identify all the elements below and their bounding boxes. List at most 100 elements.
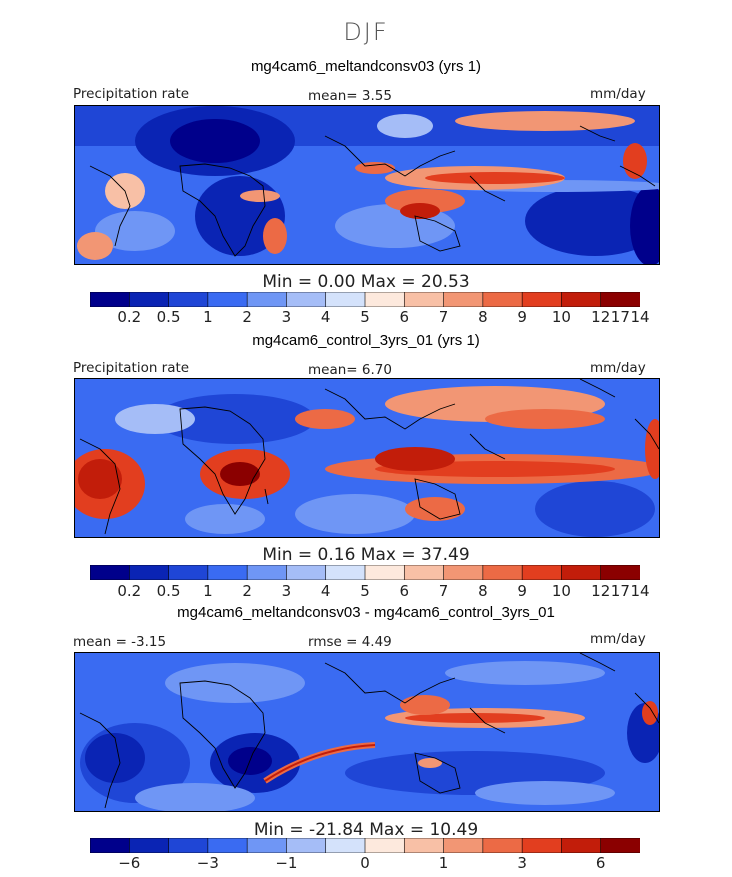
colorbar-2-swatch — [561, 565, 602, 580]
colorbar-3-swatch — [286, 838, 327, 853]
colorbar-2-swatch — [521, 565, 563, 580]
colorbar-1-swatches — [90, 292, 640, 307]
panel2-min-max: Min = 0.16 Max = 37.49 — [262, 545, 470, 565]
colorbar-2-swatch — [443, 565, 484, 580]
colorbar-2 — [90, 565, 640, 580]
colorbar-1-swatch — [403, 292, 445, 307]
colorbar-3-swatch — [521, 838, 563, 853]
panel3-rmse-label: rmse = 4.49 — [308, 634, 392, 650]
panel3-min-max: Min = -21.84 Max = 10.49 — [253, 820, 479, 840]
colorbar-2-tick-label: 14 — [630, 582, 650, 600]
colorbar-1-tick-label: 8 — [478, 308, 488, 326]
colorbar-2-tick-label: 1 — [203, 582, 213, 600]
colorbar-3-tick-label: −6 — [118, 854, 141, 872]
colorbar-1-tick-label: 0.2 — [117, 308, 142, 326]
colorbar-1-swatch — [561, 292, 602, 307]
colorbar-3-swatches — [90, 838, 640, 853]
colorbar-1-tick-label: 1 — [203, 308, 213, 326]
colorbar-3-swatch — [90, 838, 131, 853]
colorbar-2-tick-label: 17 — [610, 582, 630, 600]
colorbar-2-swatch — [364, 565, 406, 580]
colorbar-1-swatch — [128, 292, 170, 307]
colorbar-2-swatch — [168, 565, 209, 580]
panel3-field — [75, 653, 659, 811]
colorbar-3-swatch — [325, 838, 366, 853]
colorbar-3-swatch — [482, 838, 523, 853]
colorbar-1-tick-label: 10 — [551, 308, 571, 326]
panel1-map — [74, 105, 660, 265]
colorbar-2-swatch — [600, 565, 640, 580]
season-title: DJF — [343, 18, 389, 46]
colorbar-1-tick-label: 17 — [610, 308, 630, 326]
panel1-min-max: Min = 0.00 Max = 20.53 — [262, 272, 470, 292]
panel2-units-label: mm/day — [590, 360, 646, 376]
colorbar-1-swatch — [90, 292, 131, 307]
colorbar-2-tick-label: 9 — [517, 582, 527, 600]
colorbar-1-swatch — [600, 292, 640, 307]
panel1-mean-label: mean= 3.55 — [308, 88, 392, 104]
colorbar-2-swatch — [128, 565, 170, 580]
colorbar-1-swatch — [364, 292, 406, 307]
colorbar-1-tick-label: 9 — [517, 308, 527, 326]
colorbar-2-swatch — [286, 565, 327, 580]
colorbar-3-swatch — [600, 838, 640, 853]
panel3-units-label: mm/day — [590, 631, 646, 647]
colorbar-1-swatch — [325, 292, 366, 307]
colorbar-1-tick-label: 12 — [591, 308, 611, 326]
colorbar-2-tick-label: 0.2 — [117, 582, 142, 600]
colorbar-2-swatch — [90, 565, 131, 580]
colorbar-3-tick-label: 6 — [595, 854, 606, 872]
colorbar-3-swatch — [168, 838, 209, 853]
colorbar-3-tick-label: −3 — [196, 854, 219, 872]
colorbar-2-tick-label: 0.5 — [156, 582, 181, 600]
colorbar-1-tick-label: 4 — [320, 308, 331, 326]
colorbar-3-swatch — [128, 838, 170, 853]
colorbar-1-swatch — [286, 292, 327, 307]
colorbar-1-tick-label: 2 — [242, 308, 252, 326]
colorbar-3-tick-label: 0 — [360, 854, 370, 872]
panel2-field — [75, 379, 659, 537]
panel3-mean-label: mean = -3.15 — [73, 634, 167, 650]
colorbar-3-ticks: −6 −3 −1 0 1 3 6 — [0, 854, 732, 872]
panel2-variable-label: Precipitation rate — [73, 360, 190, 376]
panel3-map — [74, 652, 660, 812]
panel1-units-label: mm/day — [590, 86, 646, 102]
colorbar-3-swatch — [207, 838, 248, 853]
colorbar-2-swatch — [482, 565, 523, 580]
colorbar-1-swatch — [443, 292, 484, 307]
panel2-map — [74, 378, 660, 538]
panel2-title: mg4cam6_control_3yrs_01 (yrs 1) — [252, 332, 480, 349]
panel1-variable-label: Precipitation rate — [73, 86, 190, 102]
colorbar-2-swatch — [207, 565, 248, 580]
colorbar-3-tick-label: 1 — [438, 854, 449, 872]
colorbar-1-tick-label: 3 — [281, 308, 292, 326]
colorbar-2-tick-label: 4 — [320, 582, 331, 600]
colorbar-1-tick-label: 0.5 — [156, 308, 181, 326]
colorbar-3-swatch — [561, 838, 602, 853]
panel1-title: mg4cam6_meltandconsv03 (yrs 1) — [250, 58, 482, 75]
colorbar-2-tick-label: 8 — [478, 582, 488, 600]
colorbar-1-swatch — [521, 292, 563, 307]
colorbar-3-swatch — [443, 838, 484, 853]
colorbar-1-tick-label: 7 — [438, 308, 449, 326]
colorbar-1-tick-label: 6 — [399, 308, 410, 326]
colorbar-3-tick-label: −1 — [275, 854, 298, 872]
colorbar-2-swatch — [325, 565, 366, 580]
colorbar-3-swatch — [364, 838, 406, 853]
colorbar-2-tick-label: 2 — [242, 582, 252, 600]
colorbar-1-swatch — [168, 292, 209, 307]
panel3-title: mg4cam6_meltandconsv03 - mg4cam6_control… — [177, 604, 555, 621]
colorbar-1-swatch — [246, 292, 288, 307]
colorbar-2-tick-label: 10 — [551, 582, 571, 600]
colorbar-2-swatch — [403, 565, 445, 580]
colorbar-2-tick-label: 7 — [438, 582, 449, 600]
colorbar-1-tick-label: 5 — [360, 308, 370, 326]
colorbar-2-tick-label: 5 — [360, 582, 370, 600]
colorbar-2-swatches — [90, 565, 640, 580]
colorbar-1-ticks: 0.2 0.5 1 2 3 4 5 6 7 8 9 10 12 14 17 — [0, 308, 732, 326]
colorbar-2-tick-label: 6 — [399, 582, 410, 600]
colorbar-3-tick-label: 3 — [517, 854, 527, 872]
colorbar-1-swatch — [482, 292, 523, 307]
panel1-field — [75, 106, 659, 264]
colorbar-2-tick-label: 3 — [281, 582, 292, 600]
